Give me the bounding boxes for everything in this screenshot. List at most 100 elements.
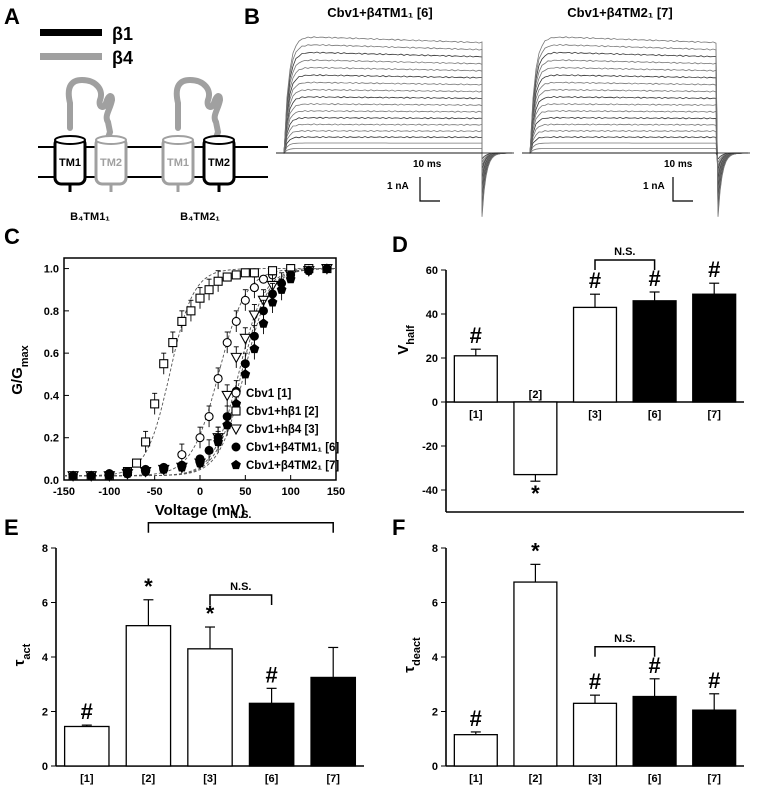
bar bbox=[453, 734, 498, 767]
x-tick-label: 100 bbox=[281, 486, 299, 498]
marker-triangle-open bbox=[248, 310, 261, 322]
marker-pentagon-filled bbox=[222, 419, 233, 430]
marker-pentagon-filled bbox=[122, 468, 133, 478]
current-trace bbox=[522, 59, 748, 207]
marker-pentagon-filled bbox=[213, 436, 223, 447]
scale-bar-1: 10 ms 1 nA bbox=[387, 159, 442, 202]
bar bbox=[632, 695, 677, 767]
asterisk-mark: * bbox=[144, 574, 153, 599]
marker-square-open bbox=[141, 437, 151, 447]
y-tick-label: 0 bbox=[432, 761, 438, 773]
panel-c: -150 -100 -50 0 50 100 150 0.0 0.2 0.4 0.6 0.8 1.0 V… bbox=[9, 257, 345, 519]
x-tick-label: 50 bbox=[239, 486, 251, 498]
category-label: [1] bbox=[469, 409, 483, 421]
category-label: [3] bbox=[588, 773, 602, 785]
bar bbox=[692, 293, 737, 403]
scale-current-label-1: 1 nA bbox=[387, 181, 409, 192]
y-tick-label: 2 bbox=[432, 707, 438, 719]
y-tick-label: 0 bbox=[432, 397, 438, 409]
scale-time-label-2: 10 ms bbox=[664, 159, 693, 170]
trace-title-1: Cbv1+β4TM1₁ [6] bbox=[327, 5, 432, 20]
marker-pentagon-filled bbox=[276, 284, 287, 294]
legend-entry: Cbv1+hβ1 [2] bbox=[246, 406, 319, 418]
ns-label: N.S. bbox=[614, 246, 635, 258]
category-label: [7] bbox=[326, 773, 340, 785]
chart-c-xlabel: Voltage (mV) bbox=[155, 502, 246, 519]
marker-triangle-open bbox=[221, 390, 234, 402]
current-trace bbox=[276, 36, 513, 217]
current-trace bbox=[522, 123, 748, 177]
marker-pentagon-filled bbox=[322, 263, 332, 273]
marker-square-open bbox=[213, 276, 223, 286]
category-label: [7] bbox=[707, 773, 721, 785]
marker-pentagon-filled bbox=[104, 470, 115, 480]
hash-mark: # bbox=[81, 699, 93, 724]
y-axis-label-subscript: half bbox=[405, 325, 417, 345]
ns-label: N.S. bbox=[230, 581, 251, 593]
marker-circle-open bbox=[213, 373, 223, 384]
category-label: [2] bbox=[529, 389, 543, 401]
scale-time-label-1: 10 ms bbox=[413, 159, 442, 170]
marker-square-open bbox=[240, 268, 250, 278]
category-label: [1] bbox=[469, 773, 483, 785]
bar bbox=[310, 676, 357, 767]
scale-current-label-2: 1 nA bbox=[643, 181, 665, 192]
marker-circle-open bbox=[240, 295, 250, 305]
bar bbox=[187, 648, 233, 767]
bar bbox=[248, 702, 295, 767]
y-tick-label: 20 bbox=[426, 353, 438, 365]
y-tick-label: 0.0 bbox=[44, 475, 59, 487]
hash-mark: # bbox=[648, 653, 660, 678]
chart-c-ticks: -150 -100 -50 0 50 100 150 0.0 0.2 0.4 0.6 0.8 1.0 bbox=[44, 264, 345, 498]
y-tick-label: 0.8 bbox=[44, 306, 59, 318]
y-axis-label: τdeact bbox=[401, 637, 423, 673]
legend-label-beta4: β4 bbox=[112, 48, 133, 68]
legend-entry: Cbv1+β4TM1₁ [6] bbox=[246, 442, 339, 454]
current-trace bbox=[276, 110, 512, 183]
marker-square-open bbox=[231, 270, 241, 280]
current-trace bbox=[522, 43, 749, 214]
extracellular-loop-2 bbox=[173, 76, 224, 141]
current-trace bbox=[276, 123, 512, 177]
marker-pentagon-filled bbox=[249, 343, 260, 354]
current-trace bbox=[276, 103, 512, 187]
y-tick-label: -20 bbox=[422, 441, 438, 453]
x-tick-label: -50 bbox=[147, 486, 163, 498]
scale-bar-2: 10 ms 1 nA bbox=[643, 159, 693, 202]
significance-bracket bbox=[209, 594, 273, 606]
y-tick-label: 6 bbox=[432, 598, 438, 610]
marker-square-open bbox=[204, 285, 214, 295]
marker-pentagon-filled bbox=[231, 459, 241, 470]
y-axis-label-subscript: act bbox=[21, 643, 33, 659]
y-tick-label: 0.4 bbox=[44, 390, 60, 402]
construct-b4tm2-diagram: TM1 TM2 B₄TM2₁ bbox=[161, 76, 236, 223]
marker-square-open bbox=[186, 306, 196, 316]
panel-label-f: F bbox=[392, 515, 405, 540]
bar bbox=[453, 355, 498, 403]
current-trace bbox=[522, 66, 748, 204]
marker-pentagon-filled bbox=[195, 457, 205, 468]
panel-a: β1 β4 TM1 TM2 B₄TM1₁ TM1 TM2 bbox=[38, 24, 268, 223]
bar bbox=[513, 401, 558, 476]
marker-circle-open bbox=[249, 283, 259, 293]
current-trace bbox=[522, 142, 748, 166]
marker-triangle-open bbox=[230, 424, 242, 436]
marker-square-open bbox=[159, 359, 169, 369]
current-trace bbox=[522, 129, 748, 173]
current-trace bbox=[276, 152, 512, 161]
marker-circle-open bbox=[231, 316, 241, 326]
marker-circle-open bbox=[177, 450, 187, 460]
bar bbox=[125, 625, 172, 767]
panel-f: 0 2 4 6 8 τdeact [1] # [2] * [3] # [6] # [7] # N.S. bbox=[401, 538, 744, 785]
current-trace bbox=[522, 152, 748, 160]
y-axis-label-subscript: deact bbox=[411, 637, 423, 666]
hash-mark: # bbox=[589, 268, 601, 293]
significance-bracket bbox=[594, 259, 656, 270]
marker-square-open bbox=[195, 293, 205, 303]
marker-pentagon-filled bbox=[267, 297, 278, 307]
asterisk-mark: * bbox=[206, 601, 215, 626]
y-tick-label: 8 bbox=[42, 543, 48, 555]
tm1-cylinder-grey-top bbox=[162, 135, 194, 145]
panel-d: -40 -20 0 20 40 60 Vhalf [1] # [2] * [3] # [6] # [7] # N.… bbox=[395, 246, 744, 513]
marker-pentagon-filled bbox=[86, 470, 97, 480]
